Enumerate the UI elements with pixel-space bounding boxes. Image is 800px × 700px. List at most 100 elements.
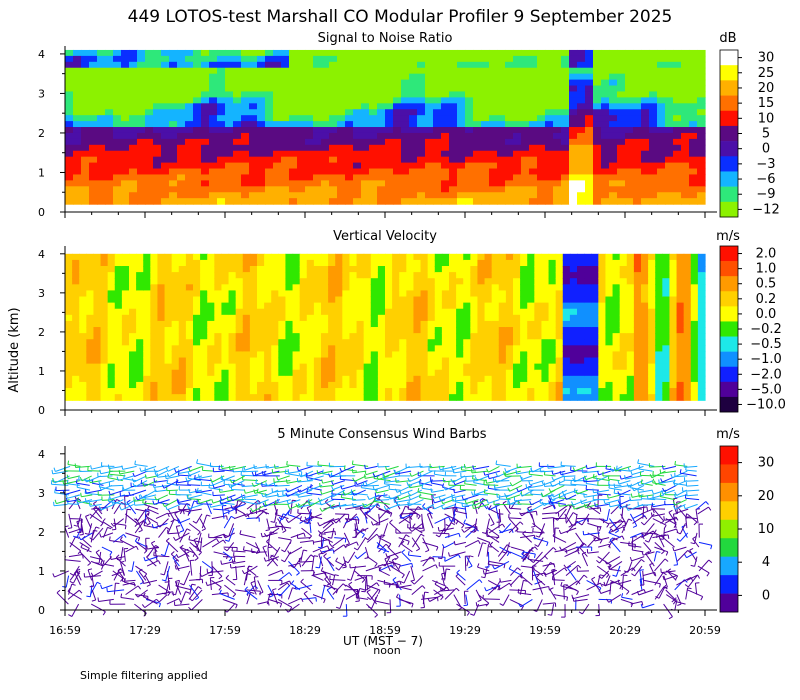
snr-cell (289, 186, 298, 193)
snr-cell (225, 156, 234, 164)
snr-cell (241, 103, 250, 110)
snr-cell (329, 127, 338, 134)
snr-cell (233, 138, 242, 146)
vv-cell (363, 253, 372, 261)
vv-cell (413, 333, 422, 340)
vv-cell (143, 357, 151, 365)
snr-cell (105, 67, 114, 75)
snr-cell (313, 132, 322, 140)
snr-cell (81, 156, 90, 164)
snr-cell (393, 79, 402, 87)
vv-cell (484, 363, 493, 371)
snr-cell (353, 109, 362, 116)
vv-cell (577, 296, 585, 304)
snr-cell (417, 67, 426, 75)
snr-cell (289, 127, 298, 134)
snr-cell (153, 97, 162, 104)
vv-cell (72, 351, 80, 359)
colorbar-label: −3 (756, 157, 775, 172)
vv-cell (72, 259, 80, 267)
vv-cell (93, 308, 102, 316)
vv-cell (193, 259, 201, 267)
snr-cell (449, 49, 458, 57)
vv-cell (150, 290, 159, 298)
snr-cell (73, 97, 82, 104)
vv-cell (193, 339, 201, 346)
snr-cell (345, 162, 354, 170)
snr-cell (529, 115, 538, 122)
vv-cell (136, 351, 144, 359)
snr-cell (577, 109, 586, 116)
vv-cell (114, 253, 123, 261)
vv-cell (441, 296, 450, 304)
vv-cell (299, 333, 308, 340)
vv-cell (79, 314, 87, 322)
vv-cell (171, 320, 180, 328)
snr-cell (233, 162, 242, 170)
wind-barb (69, 536, 76, 548)
vv-cell (299, 357, 308, 365)
snr-cell (425, 97, 434, 104)
snr-cell (537, 150, 546, 158)
vv-cell (207, 394, 215, 401)
snr-cell (689, 61, 698, 69)
snr-cell (369, 198, 378, 205)
vv-cell (100, 320, 109, 328)
snr-cell (273, 103, 282, 110)
vv-cell (648, 375, 656, 383)
vv-cell (477, 363, 486, 371)
vv-cell (342, 302, 351, 310)
wind-barb (144, 498, 158, 501)
snr-cell (697, 168, 706, 176)
vv-cell (214, 351, 223, 359)
snr-cell (689, 91, 698, 98)
vv-cell (107, 272, 116, 279)
vv-cell (121, 327, 130, 334)
vv-cell (527, 388, 535, 395)
snr-cell (345, 61, 354, 69)
snr-cell (601, 49, 610, 57)
snr-cell (113, 49, 122, 57)
snr-cell (537, 109, 546, 116)
snr-cell (145, 144, 154, 152)
vv-cell (242, 272, 251, 279)
snr-cell (681, 73, 690, 81)
vv-cell (641, 369, 649, 377)
snr-cell (689, 79, 698, 87)
snr-cell (489, 115, 498, 122)
vv-cell (562, 369, 571, 377)
snr-cell (121, 186, 130, 193)
wind-barb (189, 560, 193, 576)
snr-cell (617, 85, 626, 93)
wind-barb-feather (89, 585, 94, 588)
vv-cell (285, 394, 294, 401)
wind-barb (144, 575, 151, 585)
snr-cell (297, 121, 306, 128)
snr-cell (337, 91, 346, 98)
snr-cell (153, 115, 162, 122)
vv-cell (513, 290, 521, 298)
vv-cell (633, 308, 642, 316)
vv-cell (185, 278, 194, 285)
vv-cell (427, 259, 436, 267)
vv-cell (456, 351, 464, 359)
snr-cell (273, 73, 282, 81)
snr-cell (209, 91, 218, 98)
wind-barb (178, 508, 191, 511)
snr-cell (545, 97, 554, 104)
snr-cell (217, 174, 226, 181)
vv-cell (228, 259, 237, 267)
vv-cell (584, 363, 592, 371)
snr-cell (225, 49, 234, 57)
vv-cell (420, 308, 429, 316)
vv-cell (178, 327, 187, 334)
snr-cell (609, 85, 618, 93)
snr-cell (161, 162, 170, 170)
vv-cell (114, 314, 123, 322)
vv-cell (221, 388, 230, 395)
snr-cell (249, 97, 258, 104)
vv-cell (143, 259, 151, 267)
snr-cell (65, 144, 74, 152)
vv-cell (193, 394, 201, 401)
snr-cell (377, 115, 386, 122)
